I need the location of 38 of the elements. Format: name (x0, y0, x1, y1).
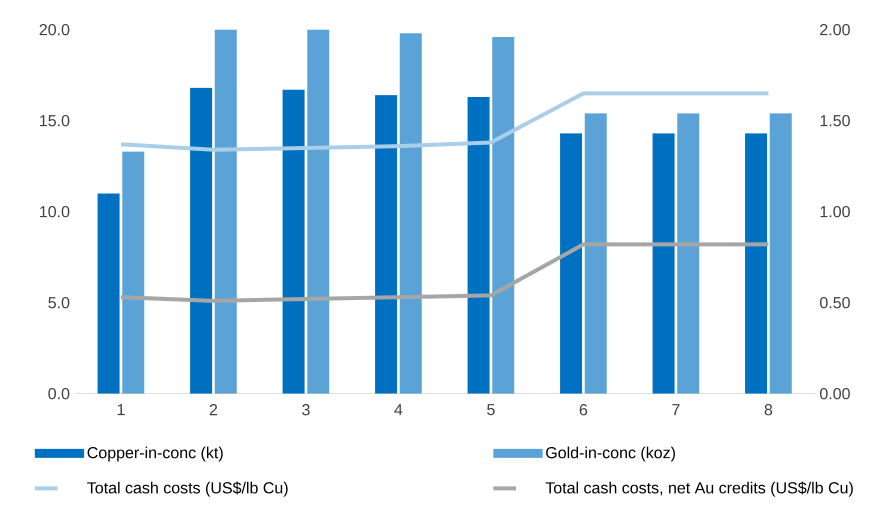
x-tick-label: 3 (302, 404, 310, 416)
bar (375, 95, 398, 394)
bar (468, 96, 490, 394)
x-tick-label: 6 (580, 404, 588, 416)
x-tick-label: 5 (487, 404, 495, 416)
bar (584, 113, 607, 394)
bar (492, 36, 514, 394)
legend-label: Copper-in-conc (kt) (88, 446, 223, 462)
x-tick-label: 8 (764, 404, 772, 416)
y-tick-label: 5.0 (48, 296, 70, 308)
bar (190, 88, 212, 394)
bar (282, 90, 305, 394)
y2-tick-label: 1.00 (820, 206, 850, 218)
x-tick-label: 1 (118, 404, 125, 416)
y2-tick-label: 0.50 (820, 296, 850, 308)
y-tick-label: 20.0 (40, 24, 70, 36)
y-tick-label: 10.0 (40, 206, 70, 218)
x-tick-label: 4 (394, 404, 402, 416)
bar (652, 133, 675, 394)
bar (214, 30, 237, 394)
y-tick-label: 15.0 (40, 115, 70, 126)
x-tick-label: 2 (210, 404, 218, 416)
bar (400, 33, 422, 394)
bar (770, 113, 792, 394)
legend-label: Gold-in-conc (koz) (546, 446, 675, 462)
bar (677, 113, 700, 394)
y2-tick-label: 1.50 (820, 115, 850, 126)
legend-label: Total cash costs, net Au credits (US$/lb Cu) (546, 482, 853, 497)
legend-label: Total cash costs (US$/lb Cu) (87, 482, 288, 497)
bar (122, 152, 144, 394)
y2-tick-label: 2.00 (820, 24, 850, 36)
bar (560, 133, 582, 394)
bar (307, 30, 330, 394)
x-tick-label: 7 (672, 404, 680, 416)
y-tick-label: 0.0 (48, 388, 70, 400)
bar (745, 133, 768, 394)
y2-tick-label: 0.00 (820, 388, 850, 400)
bar (98, 193, 120, 394)
